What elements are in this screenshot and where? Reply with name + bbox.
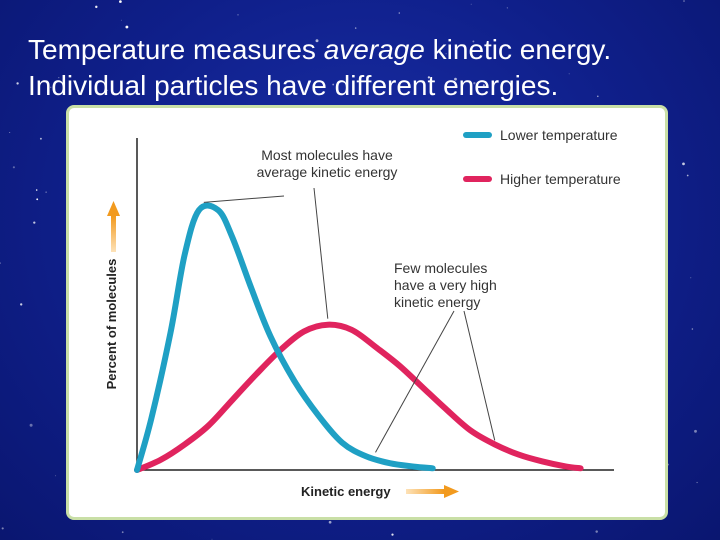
star	[237, 14, 239, 16]
x-axis-arrow-shaft	[406, 489, 444, 494]
star	[45, 191, 47, 193]
slide-title-line-1: Temperature measures average kinetic ene…	[28, 32, 718, 68]
star	[50, 86, 52, 88]
star	[473, 82, 476, 85]
annotation-leader-1b	[313, 187, 329, 319]
star	[391, 533, 394, 536]
y-axis-label: Percent of molecules	[104, 259, 119, 390]
star	[482, 84, 485, 87]
star	[354, 27, 357, 29]
star	[694, 429, 697, 433]
star	[568, 73, 570, 75]
star	[691, 328, 694, 330]
chart-panel: Most molecules have average kinetic energ…	[66, 105, 668, 520]
star	[472, 40, 475, 43]
star	[0, 262, 1, 264]
annotation-average-line-2: average kinetic energy	[257, 164, 398, 180]
annotation-high-energy-line-3: kinetic energy	[394, 294, 480, 310]
star	[29, 423, 33, 427]
higher-temperature-curve	[134, 321, 584, 473]
star	[315, 39, 319, 43]
y-axis-arrow-head	[107, 201, 120, 216]
star	[16, 82, 19, 85]
annotation-leader-2b	[463, 310, 496, 441]
star	[106, 89, 108, 92]
star	[120, 19, 122, 21]
title-text-post: kinetic energy.	[424, 34, 612, 65]
star	[35, 189, 38, 191]
star	[597, 95, 599, 98]
star	[12, 166, 15, 169]
slide-title: Temperature measures average kinetic ene…	[28, 32, 718, 104]
star	[696, 481, 698, 484]
star	[398, 12, 401, 14]
annotation-leader-2a	[375, 310, 455, 453]
star	[9, 131, 11, 134]
slide-title-line-2: Individual particles have different ener…	[28, 70, 559, 101]
star	[332, 83, 335, 86]
star	[328, 520, 332, 524]
star	[454, 77, 457, 81]
star	[470, 3, 472, 5]
annotation-high-energy-line-1: Few molecules	[394, 260, 487, 276]
lower-temperature-curve	[134, 202, 436, 473]
star	[36, 198, 39, 201]
title-emphasis: average	[323, 34, 425, 65]
x-axis-arrow-head	[444, 485, 459, 498]
star	[445, 53, 447, 55]
legend-label-lower: Lower temperature	[500, 127, 618, 143]
y-axis-arrow-shaft	[111, 216, 116, 252]
star	[1, 527, 4, 530]
legend-label-higher: Higher temperature	[500, 171, 621, 187]
star	[58, 77, 60, 79]
x-axis-label: Kinetic energy	[301, 484, 391, 499]
star	[119, 0, 122, 3]
star	[427, 76, 431, 79]
star	[39, 137, 42, 140]
star	[686, 174, 689, 177]
annotation-leader-1a	[203, 195, 285, 203]
star	[690, 277, 692, 279]
star	[33, 221, 36, 224]
star	[683, 0, 685, 2]
star	[506, 7, 508, 9]
star	[211, 538, 213, 540]
star	[595, 530, 598, 533]
star	[272, 47, 275, 50]
title-text-pre: Temperature measures	[28, 34, 324, 65]
star	[682, 162, 685, 166]
star	[448, 45, 451, 48]
star	[121, 531, 124, 534]
annotation-high-energy-line-2: have a very high	[394, 277, 497, 293]
star	[95, 5, 98, 9]
annotation-average-line-1: Most molecules have	[261, 147, 393, 163]
star	[20, 303, 23, 306]
star	[55, 475, 57, 477]
star	[125, 25, 129, 29]
star	[243, 55, 246, 58]
